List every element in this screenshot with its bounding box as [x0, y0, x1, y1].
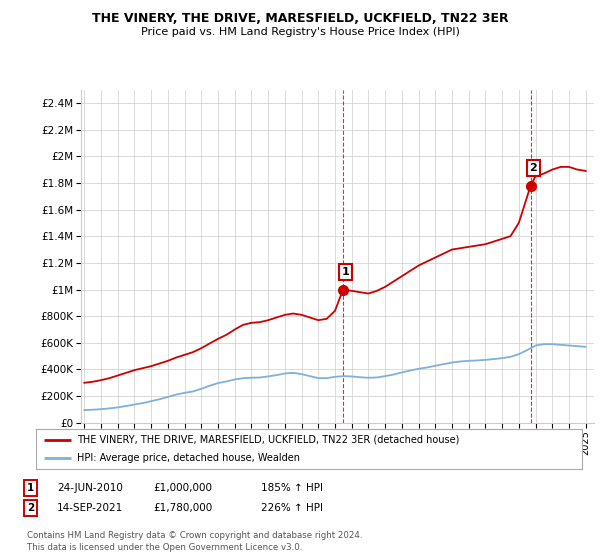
- Text: 14-SEP-2021: 14-SEP-2021: [57, 503, 123, 513]
- Text: 1: 1: [341, 267, 349, 277]
- Text: 2: 2: [27, 503, 34, 513]
- Text: Contains HM Land Registry data © Crown copyright and database right 2024.
This d: Contains HM Land Registry data © Crown c…: [27, 531, 362, 552]
- Text: 1: 1: [27, 483, 34, 493]
- Text: THE VINERY, THE DRIVE, MARESFIELD, UCKFIELD, TN22 3ER: THE VINERY, THE DRIVE, MARESFIELD, UCKFI…: [92, 12, 508, 25]
- Text: 226% ↑ HPI: 226% ↑ HPI: [261, 503, 323, 513]
- Text: £1,000,000: £1,000,000: [153, 483, 212, 493]
- Text: 2: 2: [529, 163, 537, 173]
- Text: £1,780,000: £1,780,000: [153, 503, 212, 513]
- Text: 24-JUN-2010: 24-JUN-2010: [57, 483, 123, 493]
- Text: 185% ↑ HPI: 185% ↑ HPI: [261, 483, 323, 493]
- Text: THE VINERY, THE DRIVE, MARESFIELD, UCKFIELD, TN22 3ER (detached house): THE VINERY, THE DRIVE, MARESFIELD, UCKFI…: [77, 435, 460, 445]
- Text: HPI: Average price, detached house, Wealden: HPI: Average price, detached house, Weal…: [77, 454, 300, 463]
- Text: Price paid vs. HM Land Registry's House Price Index (HPI): Price paid vs. HM Land Registry's House …: [140, 27, 460, 37]
